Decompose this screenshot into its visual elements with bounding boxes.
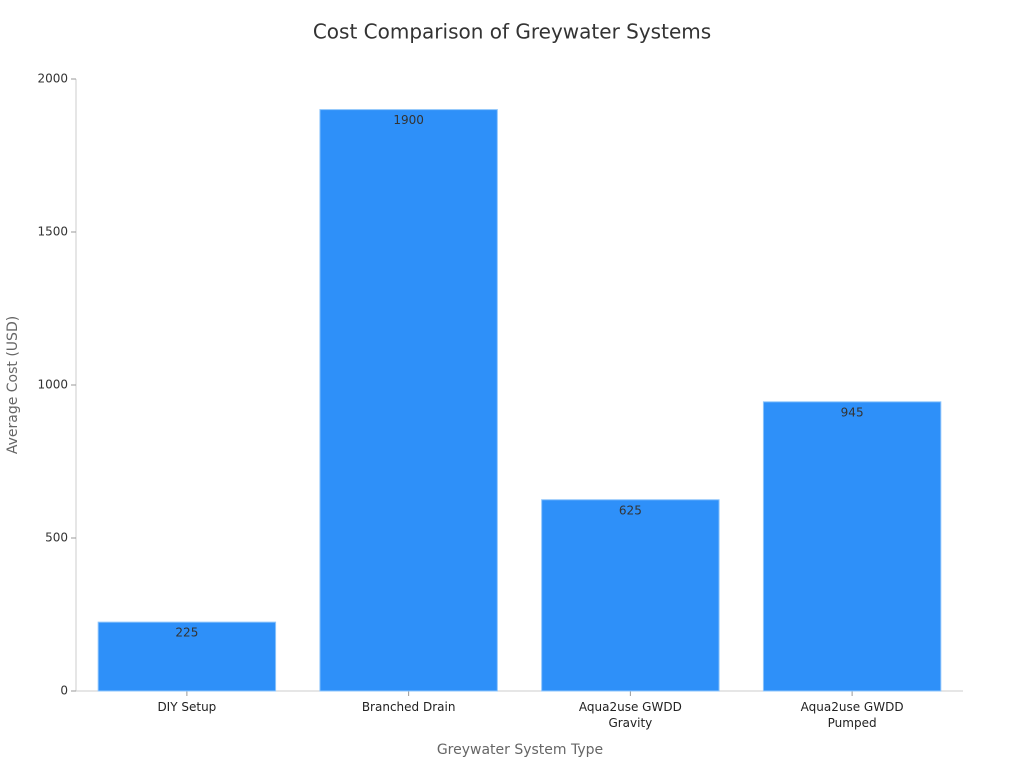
value-label: 625 [619,503,642,517]
y-tick-label: 1500 [37,225,68,239]
x-tick-label: Aqua2use GWDD Pumped [800,700,904,730]
bar [97,621,277,692]
bar [762,401,942,692]
x-tick-label: Aqua2use GWDD Gravity [578,700,682,730]
y-tick-label: 0 [60,684,68,698]
x-tick-label: DIY Setup [157,700,217,714]
x-axis-label: Greywater System Type [437,742,603,758]
bar [319,109,498,692]
chart-title: Cost Comparison of Greywater Systems [313,20,711,44]
y-axis-label: Average Cost (USD) [5,316,21,454]
bar [541,499,720,692]
x-tick-label: Branched Drain [361,700,456,714]
y-tick-label: 2000 [37,72,68,86]
y-tick-label: 500 [45,531,68,545]
y-tick-label: 1000 [37,378,68,392]
value-label: 1900 [393,113,424,127]
value-label: 225 [175,626,198,640]
value-label: 945 [841,405,864,419]
